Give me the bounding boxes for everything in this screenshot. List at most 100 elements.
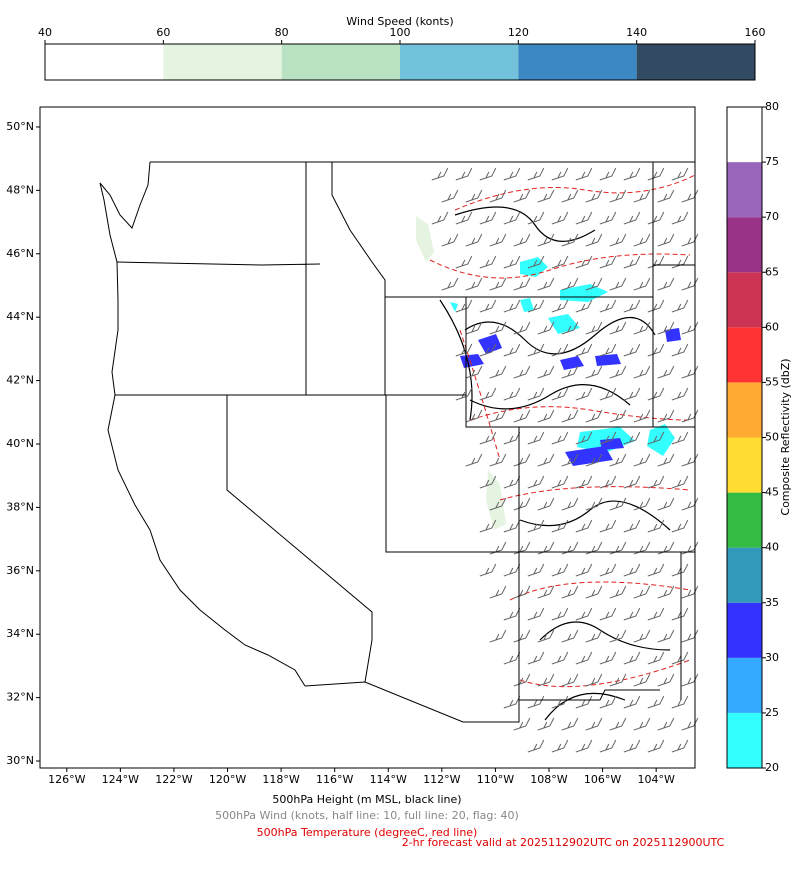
wind-barb xyxy=(431,167,449,181)
reflectivity-color-segment xyxy=(727,657,762,713)
lat-tick-label: 36°N xyxy=(6,564,34,577)
wind-barb xyxy=(681,717,699,731)
wind-barb xyxy=(537,497,555,511)
reflectivity-colorbar-title: Composite Reflectivity (dbZ) xyxy=(779,358,792,515)
wind-barb xyxy=(489,189,507,203)
lon-tick-label: 116°W xyxy=(316,773,353,786)
wind-barb xyxy=(527,695,545,709)
wind-barb xyxy=(633,629,651,643)
wind-barb xyxy=(561,453,579,467)
wind-barb xyxy=(527,255,545,269)
wind-barb xyxy=(455,255,473,269)
wind-barb xyxy=(671,343,689,357)
reflectivity-color-segment xyxy=(727,492,762,548)
wind-barb xyxy=(609,365,627,379)
wind-barb xyxy=(513,717,531,731)
lon-tick-label: 108°W xyxy=(530,773,567,786)
wind-barb xyxy=(599,387,617,401)
wind-barb xyxy=(623,695,641,709)
reflectivity-color-segment xyxy=(727,437,762,493)
wind-barb xyxy=(465,365,483,379)
wind-barb xyxy=(513,673,531,687)
strong-wind-area xyxy=(416,216,506,530)
reflectivity-tick-label: 45 xyxy=(765,486,779,499)
reflectivity-color-segment xyxy=(727,272,762,328)
reflectivity-tick-label: 30 xyxy=(765,651,779,664)
wind-barb xyxy=(585,453,603,467)
wind-barb xyxy=(465,189,483,203)
wind-barb xyxy=(575,607,593,621)
wind-color-segment xyxy=(163,44,282,80)
reflectivity-tick-label: 80 xyxy=(765,100,779,113)
wind-barb xyxy=(551,431,569,445)
map-frame xyxy=(39,106,696,769)
wind-barb xyxy=(671,387,689,401)
wind-barb xyxy=(537,453,555,467)
wind-barb xyxy=(609,585,627,599)
wind-barb xyxy=(455,167,473,181)
wind-barb xyxy=(623,387,641,401)
wind-barb xyxy=(489,321,507,335)
wind-barb xyxy=(513,497,531,511)
wind-barb xyxy=(513,541,531,555)
wind-barb xyxy=(681,673,699,687)
wind-colorbar-title: Wind Speed (konts) xyxy=(346,15,453,28)
caption-wind: 500hPa Wind (knots, half line: 10, full … xyxy=(215,809,519,822)
wind-barb xyxy=(633,453,651,467)
wind-barb xyxy=(537,541,555,555)
wind-barb xyxy=(527,519,545,533)
wind-barb xyxy=(455,211,473,225)
wind-barb xyxy=(633,365,651,379)
coastline xyxy=(99,161,306,687)
reflectivity-tick-label: 55 xyxy=(765,375,779,388)
lon-tick-label: 124°W xyxy=(102,773,139,786)
wind-barbs xyxy=(431,167,699,753)
wind-barb xyxy=(599,211,617,225)
wind-barb xyxy=(657,277,675,291)
wind-barb xyxy=(479,211,497,225)
wind-barb xyxy=(489,409,507,423)
wind-tick-label: 60 xyxy=(156,26,170,39)
wind-barb xyxy=(537,233,555,247)
wind-barb xyxy=(671,651,689,665)
wind-barb xyxy=(599,519,617,533)
wind-barb xyxy=(633,585,651,599)
wind-tick-label: 140 xyxy=(626,26,647,39)
wind-barb xyxy=(489,233,507,247)
wind-barb xyxy=(479,255,497,269)
lon-tick-label: 104°W xyxy=(637,773,674,786)
reflectivity-color-segment xyxy=(727,162,762,218)
wind-barb xyxy=(599,695,617,709)
wind-barb xyxy=(513,629,531,643)
wind-barb xyxy=(575,475,593,489)
wind-barb xyxy=(609,497,627,511)
wind-barb xyxy=(503,563,521,577)
lon-tick-label: 110°W xyxy=(477,773,514,786)
lon-tick-label: 114°W xyxy=(370,773,407,786)
wind-barb xyxy=(599,299,617,313)
wind-barb xyxy=(513,365,531,379)
wind-barb xyxy=(671,431,689,445)
wind-barb xyxy=(503,211,521,225)
wind-barb xyxy=(585,365,603,379)
wind-barb xyxy=(513,277,531,291)
wind-barb xyxy=(551,607,569,621)
lat-tick-label: 32°N xyxy=(6,691,34,704)
wind-barb xyxy=(465,453,483,467)
lat-tick-label: 44°N xyxy=(6,310,34,323)
wind-barb xyxy=(657,453,675,467)
wind-color-segment xyxy=(636,44,755,80)
wind-barb xyxy=(489,497,507,511)
wind-barb xyxy=(647,431,665,445)
wind-barb xyxy=(551,739,569,753)
wind-barb xyxy=(623,431,641,445)
wind-tick-label: 40 xyxy=(38,26,52,39)
wind-barb xyxy=(513,453,531,467)
wind-barb xyxy=(585,585,603,599)
wind-barb xyxy=(575,563,593,577)
wind-barb xyxy=(513,189,531,203)
wind-barb xyxy=(561,629,579,643)
wind-barb xyxy=(479,387,497,401)
wind-barb xyxy=(681,585,699,599)
wind-barb xyxy=(561,365,579,379)
